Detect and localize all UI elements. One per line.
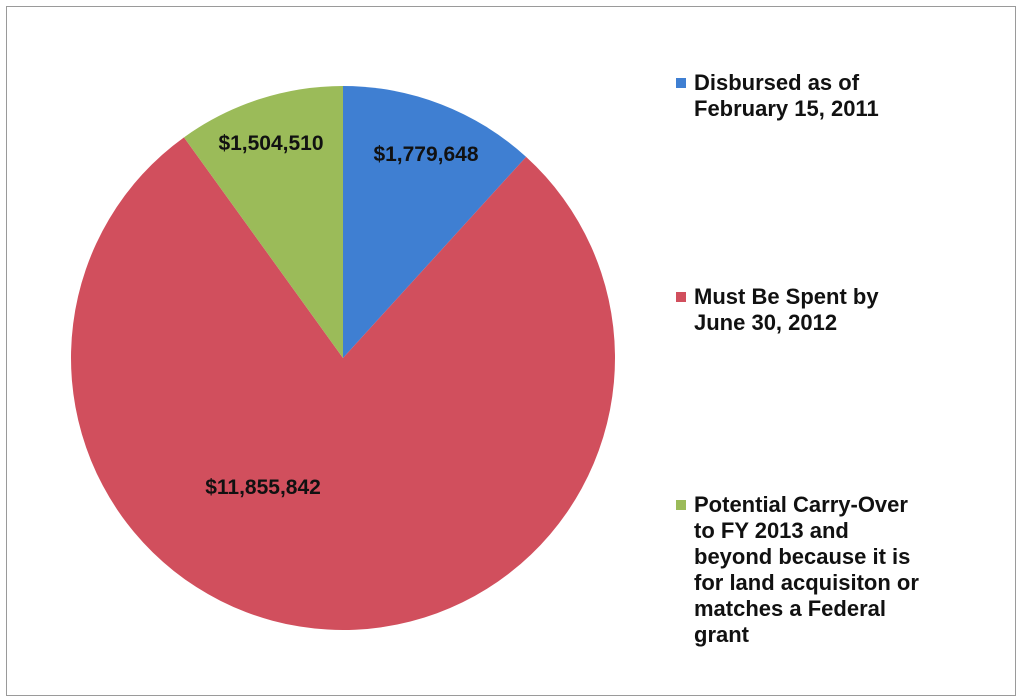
legend-swatch-must-be-spent: [676, 292, 686, 302]
legend-label-disbursed-line-1: Disbursed as of: [694, 70, 860, 95]
legend-label-must-be-spent-line-1: Must Be Spent by: [694, 284, 879, 309]
legend-swatch-carry-over: [676, 500, 686, 510]
slice-value-label-carry-over: $1,504,510: [218, 132, 323, 155]
legend-item-disbursed: Disbursed as of February 15, 2011: [676, 70, 1006, 122]
pie-chart: $1,779,648 $11,855,842 $1,504,510: [70, 86, 615, 631]
legend-label-carry-over-line-2: to FY 2013 and: [694, 518, 849, 543]
legend-item-must-be-spent: Must Be Spent by June 30, 2012: [676, 284, 1006, 336]
legend: Disbursed as of February 15, 2011 Must B…: [676, 0, 1006, 700]
slice-value-label-must-be-spent: $11,855,842: [205, 476, 321, 499]
legend-item-carry-over: Potential Carry-Over to FY 2013 and beyo…: [676, 492, 1006, 648]
pie-slice-carry-over: [183, 86, 343, 358]
legend-label-carry-over-line-5: matches a Federal: [694, 596, 886, 621]
legend-swatch-disbursed: [676, 78, 686, 88]
slice-value-label-disbursed: $1,779,648: [373, 143, 478, 166]
legend-label-carry-over-line-4: for land acquisiton or: [694, 570, 919, 595]
legend-label-must-be-spent-line-2: June 30, 2012: [694, 310, 838, 335]
pie-slice-must-be-spent: [70, 137, 615, 631]
pie-slice-disbursed: [343, 86, 527, 358]
legend-label-carry-over-line-3: beyond because it is: [694, 544, 911, 569]
legend-label-carry-over-line-1: Potential Carry-Over: [694, 492, 908, 517]
legend-label-disbursed-line-2: February 15, 2011: [694, 96, 879, 121]
legend-label-carry-over-line-6: grant: [694, 622, 749, 647]
